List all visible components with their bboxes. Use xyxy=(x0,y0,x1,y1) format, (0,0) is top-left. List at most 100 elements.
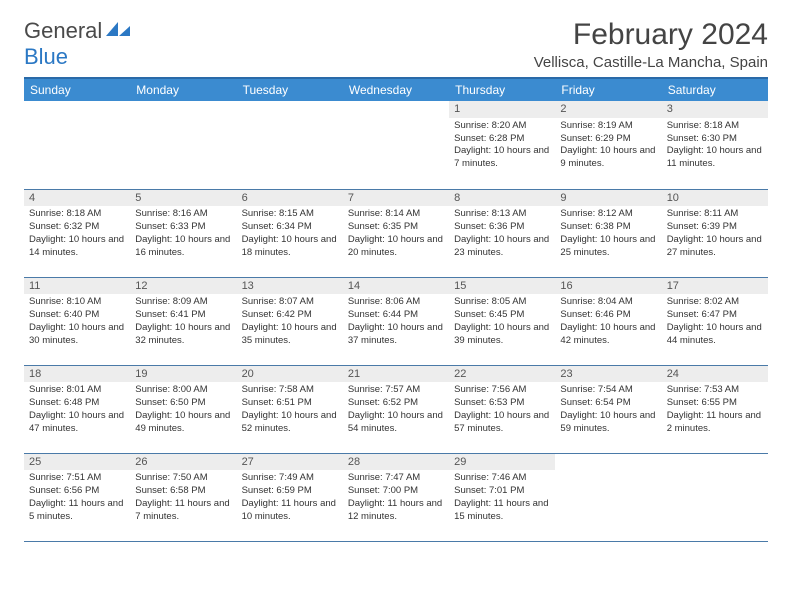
sunset-line: Sunset: 6:46 PM xyxy=(560,309,656,322)
calendar-row: 4Sunrise: 8:18 AMSunset: 6:32 PMDaylight… xyxy=(24,189,768,277)
day-number: 22 xyxy=(449,366,555,383)
sunrise-line: Sunrise: 7:47 AM xyxy=(348,472,444,485)
calendar-cell: 26Sunrise: 7:50 AMSunset: 6:58 PMDayligh… xyxy=(130,453,236,541)
sunrise-line: Sunrise: 8:19 AM xyxy=(560,120,656,133)
calendar-cell xyxy=(555,453,661,541)
calendar-cell: 7Sunrise: 8:14 AMSunset: 6:35 PMDaylight… xyxy=(343,189,449,277)
location-text: Vellisca, Castille-La Mancha, Spain xyxy=(534,54,768,71)
daylight-line: Daylight: 10 hours and 35 minutes. xyxy=(242,322,338,348)
daylight-line: Daylight: 10 hours and 39 minutes. xyxy=(454,322,550,348)
day-number: 19 xyxy=(130,366,236,383)
day-number: 23 xyxy=(555,366,661,383)
day-number: 21 xyxy=(343,366,449,383)
sunset-line: Sunset: 6:30 PM xyxy=(667,133,763,146)
sunrise-line: Sunrise: 8:18 AM xyxy=(29,208,125,221)
sunset-line: Sunset: 6:53 PM xyxy=(454,397,550,410)
calendar-cell: 9Sunrise: 8:12 AMSunset: 6:38 PMDaylight… xyxy=(555,189,661,277)
daylight-line: Daylight: 10 hours and 23 minutes. xyxy=(454,234,550,260)
calendar-cell: 25Sunrise: 7:51 AMSunset: 6:56 PMDayligh… xyxy=(24,453,130,541)
sunset-line: Sunset: 6:58 PM xyxy=(135,485,231,498)
daylight-line: Daylight: 10 hours and 54 minutes. xyxy=(348,410,444,436)
sunrise-line: Sunrise: 8:15 AM xyxy=(242,208,338,221)
weekday-header: Thursday xyxy=(449,78,555,101)
day-number: 7 xyxy=(343,190,449,207)
sunset-line: Sunset: 6:39 PM xyxy=(667,221,763,234)
day-number: 10 xyxy=(662,190,768,207)
calendar-cell: 18Sunrise: 8:01 AMSunset: 6:48 PMDayligh… xyxy=(24,365,130,453)
weekday-header: Wednesday xyxy=(343,78,449,101)
day-number: 18 xyxy=(24,366,130,383)
calendar-cell: 29Sunrise: 7:46 AMSunset: 7:01 PMDayligh… xyxy=(449,453,555,541)
calendar-cell: 8Sunrise: 8:13 AMSunset: 6:36 PMDaylight… xyxy=(449,189,555,277)
sunrise-line: Sunrise: 7:50 AM xyxy=(135,472,231,485)
daylight-line: Daylight: 11 hours and 12 minutes. xyxy=(348,498,444,524)
calendar-cell: 1Sunrise: 8:20 AMSunset: 6:28 PMDaylight… xyxy=(449,101,555,189)
sunset-line: Sunset: 6:35 PM xyxy=(348,221,444,234)
sunset-line: Sunset: 6:32 PM xyxy=(29,221,125,234)
sunrise-line: Sunrise: 7:49 AM xyxy=(242,472,338,485)
sunset-line: Sunset: 6:28 PM xyxy=(454,133,550,146)
daylight-line: Daylight: 11 hours and 15 minutes. xyxy=(454,498,550,524)
day-number: 11 xyxy=(24,278,130,295)
sunrise-line: Sunrise: 8:05 AM xyxy=(454,296,550,309)
calendar-cell: 3Sunrise: 8:18 AMSunset: 6:30 PMDaylight… xyxy=(662,101,768,189)
daylight-line: Daylight: 10 hours and 42 minutes. xyxy=(560,322,656,348)
day-number: 24 xyxy=(662,366,768,383)
sunset-line: Sunset: 6:48 PM xyxy=(29,397,125,410)
daylight-line: Daylight: 11 hours and 2 minutes. xyxy=(667,410,763,436)
calendar-cell: 16Sunrise: 8:04 AMSunset: 6:46 PMDayligh… xyxy=(555,277,661,365)
sunset-line: Sunset: 6:50 PM xyxy=(135,397,231,410)
daylight-line: Daylight: 10 hours and 27 minutes. xyxy=(667,234,763,260)
day-number: 14 xyxy=(343,278,449,295)
sunset-line: Sunset: 6:33 PM xyxy=(135,221,231,234)
day-number: 8 xyxy=(449,190,555,207)
sunset-line: Sunset: 6:41 PM xyxy=(135,309,231,322)
calendar-cell: 24Sunrise: 7:53 AMSunset: 6:55 PMDayligh… xyxy=(662,365,768,453)
sunrise-line: Sunrise: 7:54 AM xyxy=(560,384,656,397)
logo-sail-icon xyxy=(104,20,132,38)
sunset-line: Sunset: 6:47 PM xyxy=(667,309,763,322)
sunset-line: Sunset: 6:55 PM xyxy=(667,397,763,410)
calendar-cell xyxy=(24,101,130,189)
calendar-cell: 4Sunrise: 8:18 AMSunset: 6:32 PMDaylight… xyxy=(24,189,130,277)
sunset-line: Sunset: 7:00 PM xyxy=(348,485,444,498)
sunrise-line: Sunrise: 8:04 AM xyxy=(560,296,656,309)
day-number: 28 xyxy=(343,454,449,471)
title-block: February 2024 Vellisca, Castille-La Manc… xyxy=(534,18,768,71)
sunset-line: Sunset: 6:40 PM xyxy=(29,309,125,322)
logo-text-general: General xyxy=(24,18,102,43)
calendar-cell: 23Sunrise: 7:54 AMSunset: 6:54 PMDayligh… xyxy=(555,365,661,453)
day-number: 5 xyxy=(130,190,236,207)
calendar-cell xyxy=(662,453,768,541)
sunset-line: Sunset: 6:34 PM xyxy=(242,221,338,234)
calendar-cell xyxy=(130,101,236,189)
sunrise-line: Sunrise: 8:11 AM xyxy=(667,208,763,221)
calendar-cell xyxy=(343,101,449,189)
sunrise-line: Sunrise: 8:01 AM xyxy=(29,384,125,397)
calendar-cell: 28Sunrise: 7:47 AMSunset: 7:00 PMDayligh… xyxy=(343,453,449,541)
sunrise-line: Sunrise: 8:02 AM xyxy=(667,296,763,309)
sunrise-line: Sunrise: 8:07 AM xyxy=(242,296,338,309)
calendar-cell: 27Sunrise: 7:49 AMSunset: 6:59 PMDayligh… xyxy=(237,453,343,541)
sunrise-line: Sunrise: 8:09 AM xyxy=(135,296,231,309)
sunrise-line: Sunrise: 7:58 AM xyxy=(242,384,338,397)
daylight-line: Daylight: 10 hours and 14 minutes. xyxy=(29,234,125,260)
calendar-row: 1Sunrise: 8:20 AMSunset: 6:28 PMDaylight… xyxy=(24,101,768,189)
page-header: General Blue February 2024 Vellisca, Cas… xyxy=(24,18,768,71)
day-number: 2 xyxy=(555,101,661,118)
day-number: 29 xyxy=(449,454,555,471)
calendar-cell: 2Sunrise: 8:19 AMSunset: 6:29 PMDaylight… xyxy=(555,101,661,189)
sunset-line: Sunset: 6:29 PM xyxy=(560,133,656,146)
day-number: 4 xyxy=(24,190,130,207)
day-number: 25 xyxy=(24,454,130,471)
calendar-cell xyxy=(237,101,343,189)
sunset-line: Sunset: 6:52 PM xyxy=(348,397,444,410)
daylight-line: Daylight: 10 hours and 16 minutes. xyxy=(135,234,231,260)
daylight-line: Daylight: 10 hours and 44 minutes. xyxy=(667,322,763,348)
calendar-cell: 10Sunrise: 8:11 AMSunset: 6:39 PMDayligh… xyxy=(662,189,768,277)
day-number: 9 xyxy=(555,190,661,207)
sunrise-line: Sunrise: 7:53 AM xyxy=(667,384,763,397)
weekday-header: Monday xyxy=(130,78,236,101)
calendar-row: 25Sunrise: 7:51 AMSunset: 6:56 PMDayligh… xyxy=(24,453,768,541)
sunset-line: Sunset: 6:54 PM xyxy=(560,397,656,410)
